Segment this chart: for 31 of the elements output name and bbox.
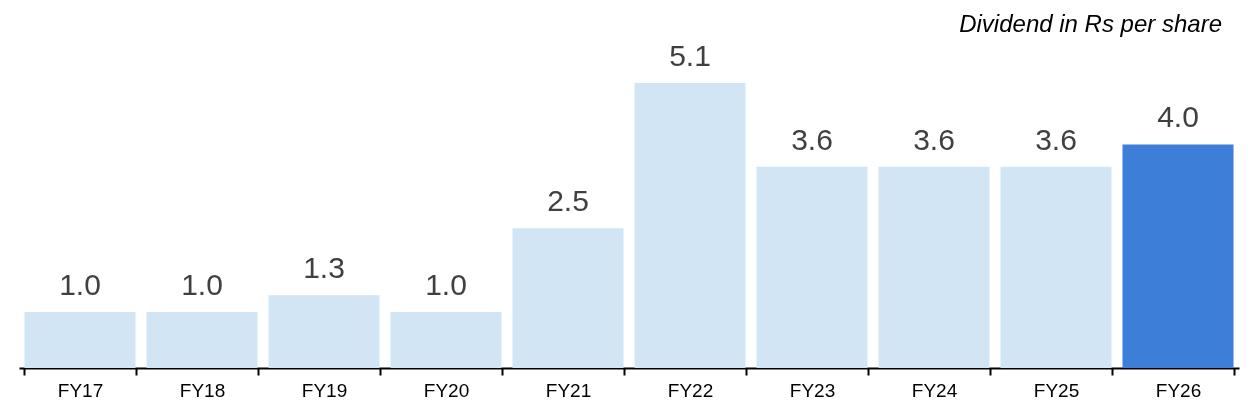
bar: [1122, 144, 1234, 368]
x-tick-label: FY25: [1033, 379, 1080, 401]
x-tick-label: FY24: [911, 379, 958, 401]
data-label: 5.1: [669, 39, 711, 72]
data-label: 1.0: [181, 268, 223, 302]
bar: [268, 295, 380, 368]
data-label: 4.0: [1157, 100, 1199, 134]
x-tick-label: FY18: [179, 379, 226, 401]
bar: [634, 83, 746, 368]
data-label: 3.6: [791, 122, 833, 156]
bar: [756, 166, 868, 368]
x-tick-label: FY17: [57, 379, 104, 401]
data-label: 3.6: [913, 122, 955, 156]
data-label: 1.3: [303, 251, 345, 285]
x-tick-label: FY23: [789, 379, 836, 401]
x-tick-label: FY26: [1155, 379, 1202, 401]
bar: [878, 166, 990, 368]
bar: [512, 228, 624, 368]
data-label: 1.0: [59, 268, 101, 302]
x-tick-label: FY20: [423, 379, 470, 401]
x-tick-label: FY19: [301, 379, 348, 401]
bar: [390, 312, 502, 368]
data-label: 1.0: [425, 268, 467, 302]
data-label: 2.5: [547, 184, 589, 218]
chart-title: Dividend in Rs per share: [959, 10, 1222, 37]
x-tick-label: FY21: [545, 379, 592, 401]
bar: [24, 312, 136, 368]
data-label: 3.6: [1035, 122, 1077, 156]
x-tick-label: FY22: [667, 379, 714, 401]
bar: [1000, 166, 1112, 368]
bar: [146, 312, 258, 368]
